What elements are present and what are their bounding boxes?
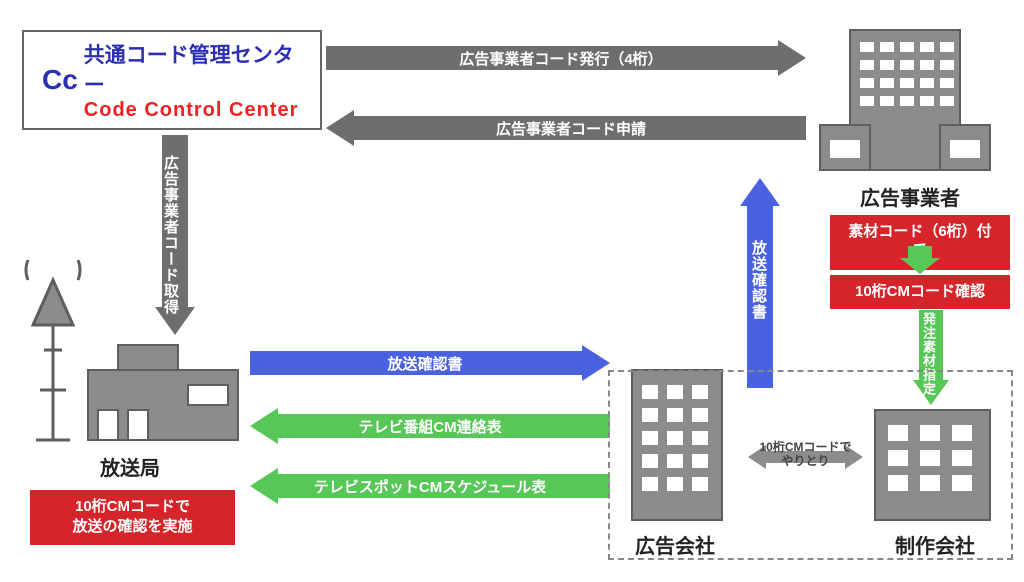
tv-program-cm-label: テレビ番組CM連絡表 (250, 416, 610, 437)
issue-code-label: 広告事業者コード発行（4桁） (326, 48, 796, 69)
broadcaster-label: 放送局 (90, 452, 170, 481)
ccc-title-en: Code Control Center (84, 99, 302, 122)
broadcast-check-box: 10桁CMコードで 放送の確認を実施 (30, 490, 235, 545)
advertiser-label: 広告事業者 (840, 182, 980, 211)
confirm-broadcast-v-label: 放送確認書 (748, 240, 769, 320)
broadcaster-icon (18, 260, 248, 450)
green-small-arrow-icon (900, 246, 940, 276)
tv-spot-cm-label: テレビスポットCMスケジュール表 (250, 476, 610, 497)
agency-production-group (608, 370, 1013, 560)
apply-code-label: 広告事業者コード申請 (336, 118, 806, 139)
confirm-broadcast-h-label: 放送確認書 (250, 353, 600, 374)
cm-code-check-box: 10桁CMコード確認 (830, 275, 1010, 309)
advertiser-building-icon (810, 10, 1000, 180)
ccc-title-jp: 共通コード管理センター (84, 39, 302, 99)
ccc-logo-mark: Cc (42, 64, 78, 96)
obtain-code-label: 広告事業者コード取得 (160, 155, 181, 315)
ccc-box: Cc 共通コード管理センター Code Control Center (22, 30, 322, 130)
